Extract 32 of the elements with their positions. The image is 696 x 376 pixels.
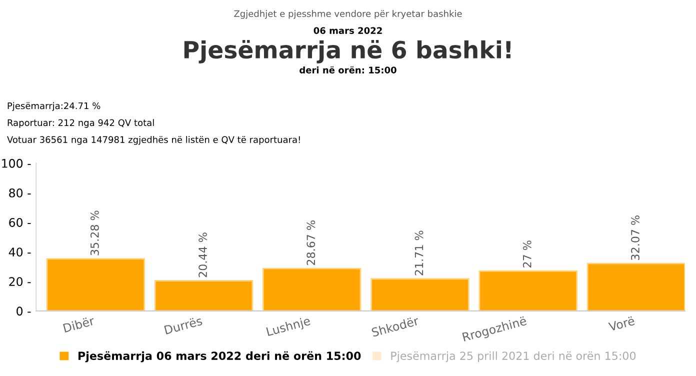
bar (586, 262, 685, 311)
text: Votuar 36561 nga 147981 zgjedhës në listën e QV të raportuara! (7, 136, 300, 145)
y-tick-label: 100 - (2, 158, 31, 168)
text: Zgjedhjet e pjesshme vendore për kryetar bashkie (234, 10, 462, 19)
y-tick-label: 0 - (16, 306, 31, 316)
y-tick-label: 40 - (8, 248, 31, 256)
x-tick-label: Lushnje (266, 316, 312, 338)
legend-label: Pjesëmarrja 25 prill 2021 deri në orën 15:00 (391, 351, 636, 362)
data-label: 28.67 % (306, 220, 316, 265)
text: Pjesëmarrja:24.71 % (8, 102, 100, 111)
bar (46, 258, 145, 311)
data-label: 35.28 % (90, 210, 99, 256)
data-label: 21.71 % (414, 230, 424, 276)
chart-subtitle: deri në orën: 15:00 (300, 66, 396, 74)
x-tick-label: Vorë (608, 316, 636, 332)
data-label: 27 % (522, 240, 532, 268)
text: 06 mars 2022 (314, 27, 382, 34)
bar (154, 280, 254, 311)
x-tick-label: Shkodër (371, 316, 420, 337)
x-tick-label: Dibër (62, 316, 96, 333)
bar (262, 268, 362, 311)
x-tick-label: Durrës (164, 316, 203, 334)
data-label: 32.07 % (631, 216, 640, 260)
y-tick-label: 80 - (9, 188, 31, 198)
data-label: 20.44 % (198, 232, 207, 278)
y-tick-label: 20 - (9, 277, 31, 286)
chart-title: Pjesëmarrja në 6 bashki! (184, 40, 510, 64)
bar (370, 278, 470, 311)
y-tick-label: 60 - (9, 218, 31, 227)
bar (478, 270, 578, 311)
text: Raportuar: 212 nga 942 QV total (8, 119, 154, 128)
legend-label: Pjesëmarrja 06 mars 2022 deri në orën 15:00 (78, 351, 361, 362)
